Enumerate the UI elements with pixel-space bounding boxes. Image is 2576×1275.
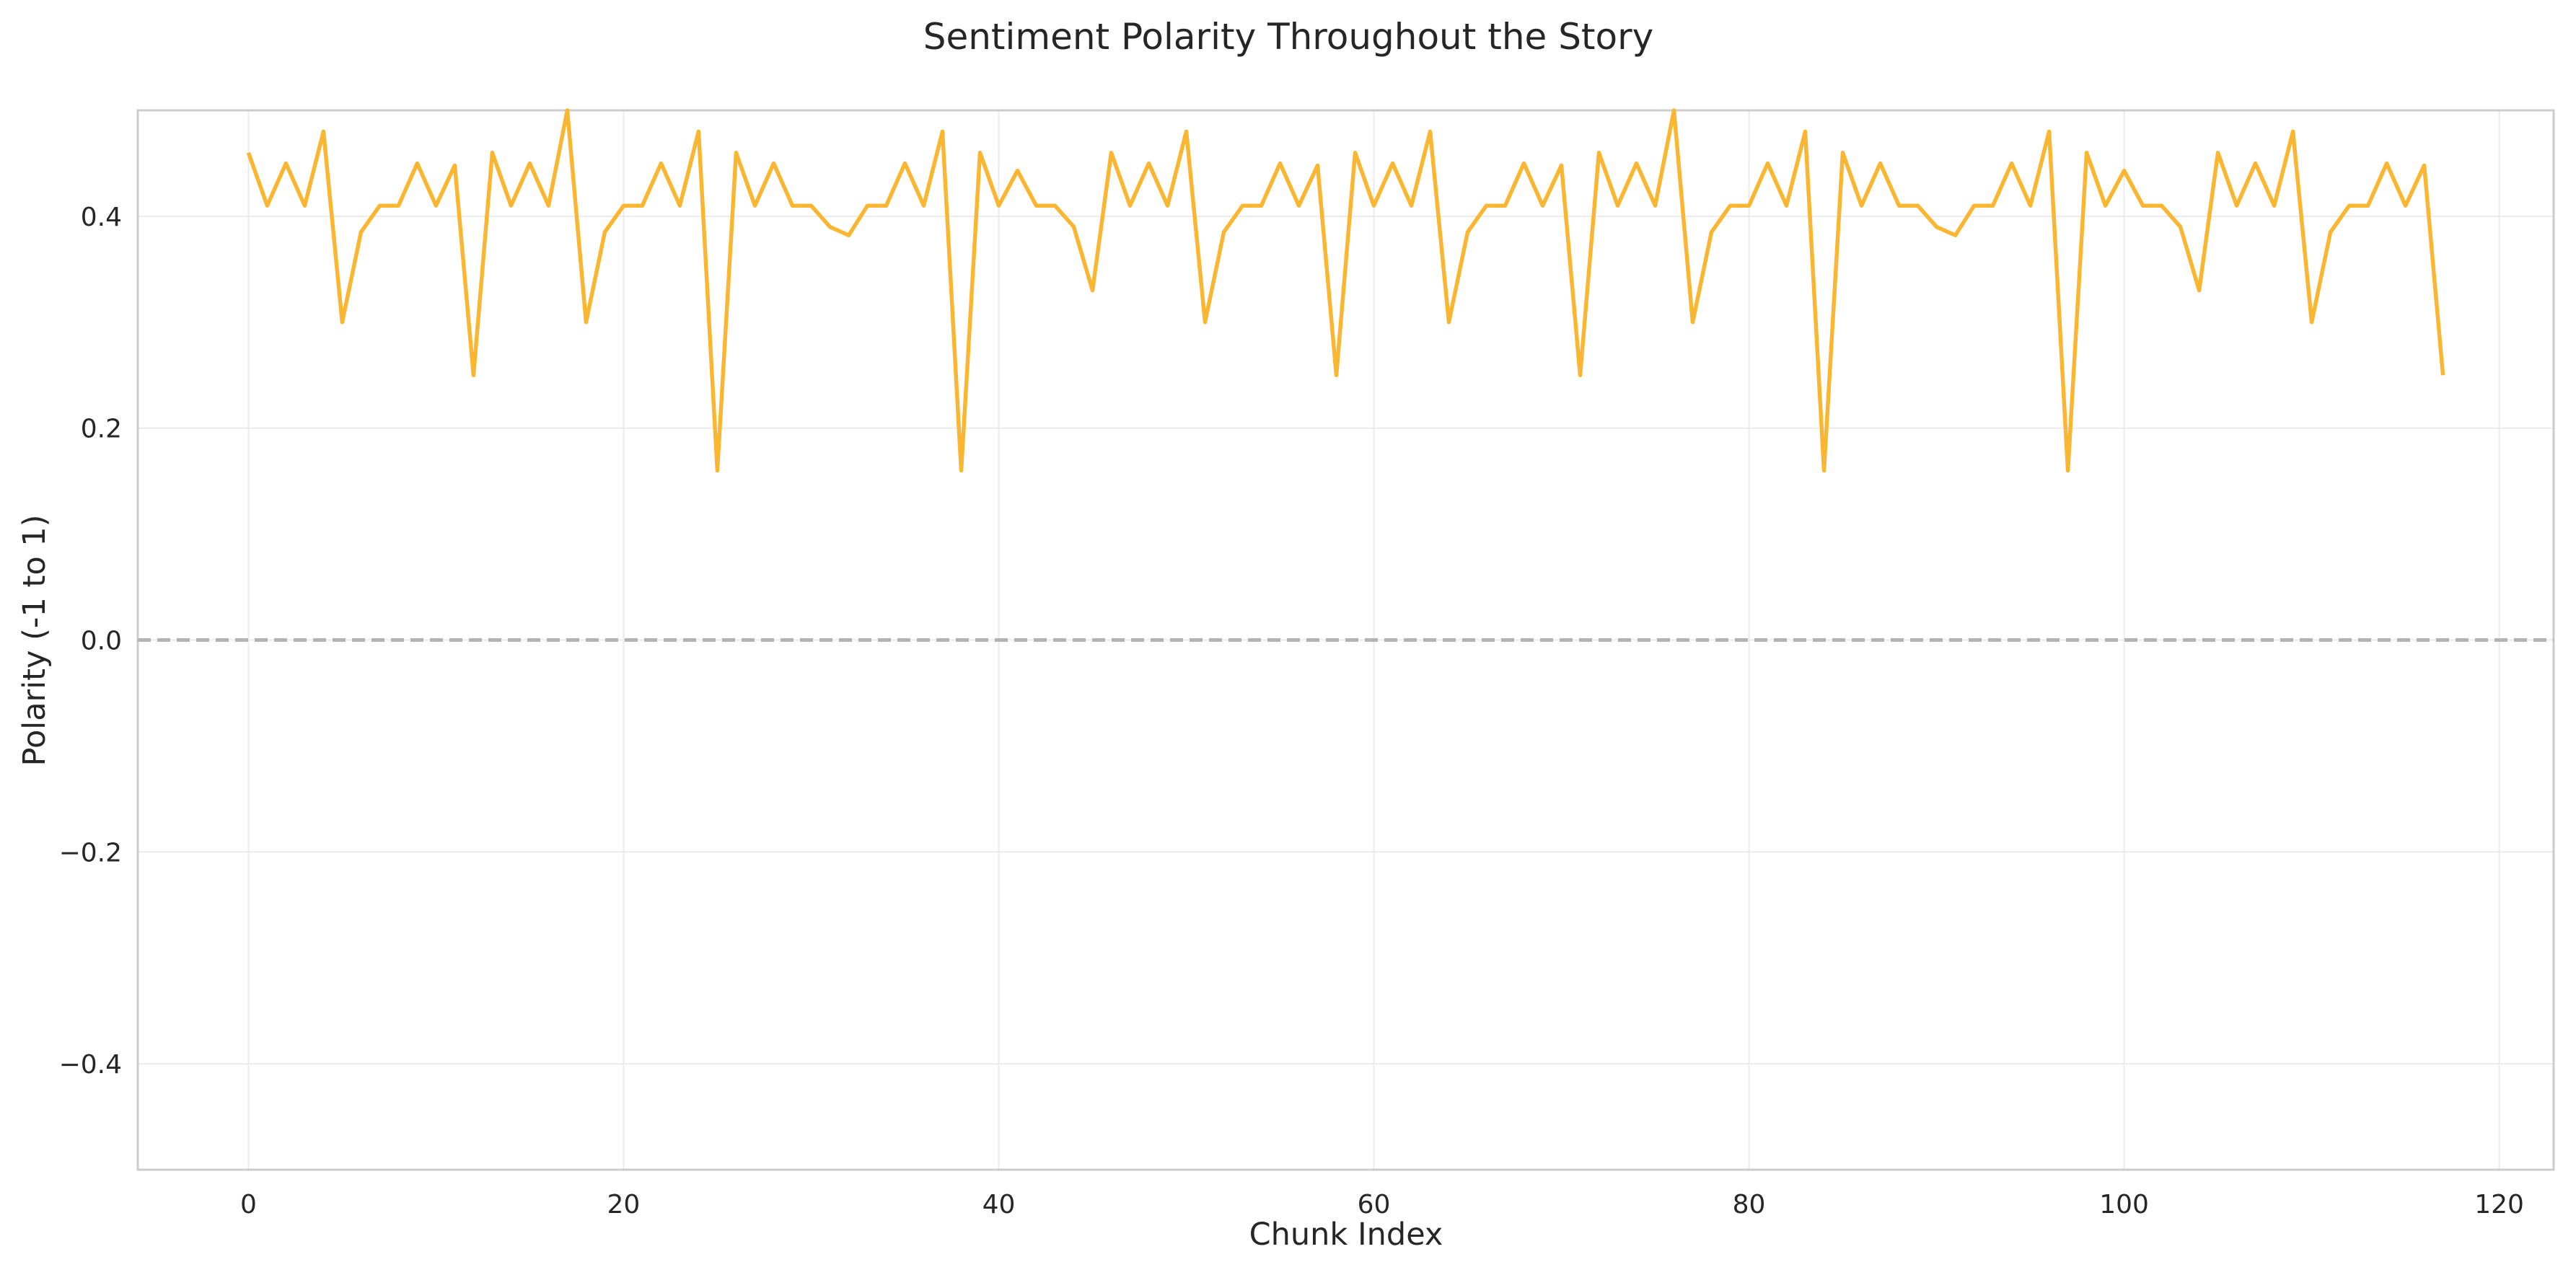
x-tick-label: 40 <box>983 1190 1016 1219</box>
x-tick-label: 100 <box>2099 1190 2149 1219</box>
x-tick-label: 120 <box>2474 1190 2524 1219</box>
x-axis-title: Chunk Index <box>1249 1217 1443 1253</box>
x-tick-label: 60 <box>1358 1190 1391 1219</box>
y-tick-label: 0.0 <box>81 627 122 656</box>
x-tick-labels: 0 20 40 60 80 100 120 <box>240 1190 2524 1219</box>
y-tick-label: −0.2 <box>59 838 122 868</box>
chart-title: Sentiment Polarity Throughout the Story <box>923 16 1654 58</box>
y-tick-label: −0.4 <box>59 1050 122 1080</box>
x-tick-label: 80 <box>1733 1190 1766 1219</box>
x-tick-label: 20 <box>607 1190 641 1219</box>
y-tick-label: 0.2 <box>81 415 122 444</box>
x-tick-label: 0 <box>240 1190 257 1219</box>
polarity-series-line <box>246 108 2445 473</box>
y-tick-labels: −0.4 −0.2 0.0 0.2 0.4 <box>59 203 122 1080</box>
y-axis-title: Polarity (-1 to 1) <box>17 515 53 767</box>
y-tick-label: 0.4 <box>81 203 122 232</box>
